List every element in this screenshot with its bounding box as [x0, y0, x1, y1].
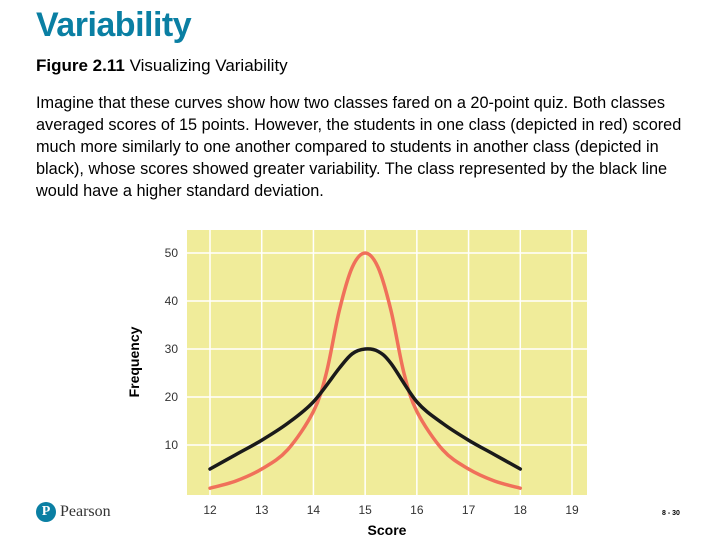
- x-tick-label: 18: [514, 503, 528, 517]
- pearson-logo: P Pearson: [36, 502, 111, 522]
- figure-caption: Figure 2.11 Visualizing Variability: [36, 56, 288, 76]
- x-tick-label: 17: [462, 503, 476, 517]
- plot-background: [187, 230, 587, 495]
- pearson-logo-text: Pearson: [60, 503, 111, 520]
- y-tick-label: 20: [165, 390, 179, 404]
- pearson-logo-icon: P: [36, 502, 56, 522]
- y-axis-label: Frequency: [126, 326, 142, 397]
- x-tick-label: 16: [410, 503, 424, 517]
- y-tick-label: 30: [165, 342, 179, 356]
- red-series-line: [208, 251, 523, 490]
- y-tick-label: 50: [165, 246, 179, 260]
- black-series-line: [208, 347, 523, 471]
- figure-label: Figure 2.11: [36, 56, 125, 75]
- y-tick-label: 10: [165, 438, 179, 452]
- x-tick-label: 13: [255, 503, 269, 517]
- slide-title: Variability: [36, 6, 192, 44]
- figure-caption-text: Visualizing Variability: [129, 56, 288, 75]
- page-number: 8 - 30: [662, 510, 680, 517]
- x-tick-label: 15: [358, 503, 372, 517]
- y-tick-label: 40: [165, 294, 179, 308]
- x-tick-label: 19: [565, 503, 579, 517]
- x-axis-label: Score: [368, 522, 407, 538]
- x-tick-label: 14: [307, 503, 321, 517]
- body-paragraph: Imagine that these curves show how two c…: [36, 94, 682, 200]
- x-tick-label: 12: [203, 503, 217, 517]
